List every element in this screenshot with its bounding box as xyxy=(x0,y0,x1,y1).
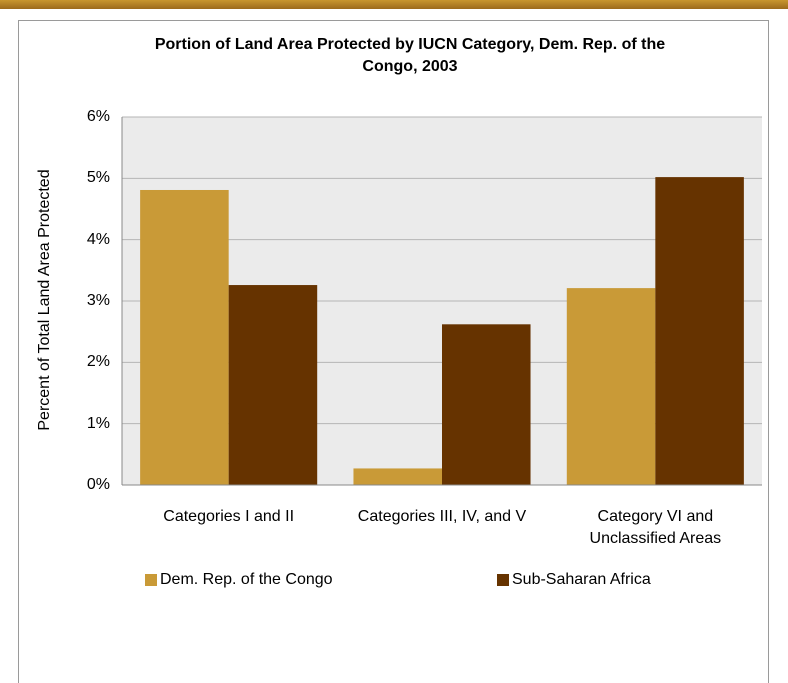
legend-label: Dem. Rep. of the Congo xyxy=(160,571,333,588)
y-tick-label: 3% xyxy=(86,292,110,309)
bar xyxy=(655,177,744,485)
top-bar xyxy=(0,0,788,9)
y-tick-label: 5% xyxy=(86,169,110,187)
chart-title: Portion of Land Area Protected by IUCN C… xyxy=(154,36,666,75)
y-tick-label: 4% xyxy=(86,230,110,248)
y-tick-label: 2% xyxy=(86,353,110,371)
x-tick-label: Categories III, IV, and V xyxy=(357,508,527,525)
y-tick-label: 1% xyxy=(86,414,110,432)
legend-swatch xyxy=(145,574,157,586)
bar xyxy=(566,288,656,485)
y-axis-label: Percent of Total Land Area Protected xyxy=(36,169,53,431)
bar xyxy=(353,468,442,485)
x-tick-label: Category VI and Unclassified Areas xyxy=(589,508,722,547)
chart-frame xyxy=(18,20,769,683)
legend-swatch xyxy=(497,574,509,586)
x-tick-label: Categories I and II xyxy=(163,508,295,525)
legend-label: Sub-Saharan Africa xyxy=(512,571,651,588)
y-tick-label: 0% xyxy=(86,476,110,493)
y-tick-label: 6% xyxy=(86,108,110,125)
bar xyxy=(140,189,229,485)
bar xyxy=(228,285,318,485)
bar xyxy=(442,324,531,485)
